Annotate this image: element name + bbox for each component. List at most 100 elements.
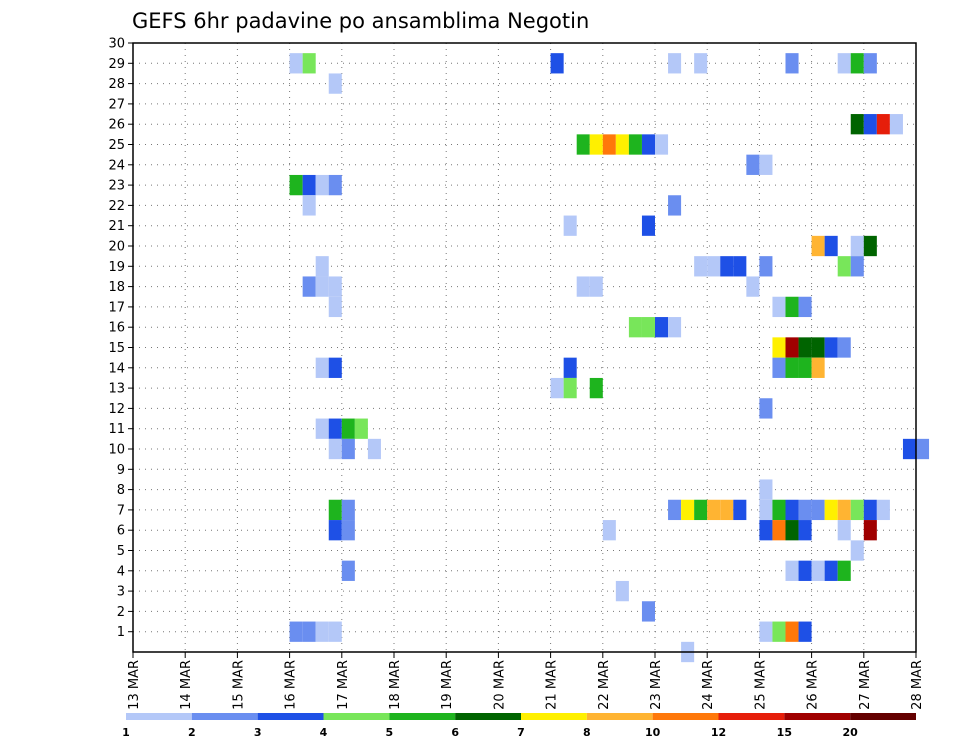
- data-cell: [785, 560, 799, 581]
- data-cell: [315, 418, 329, 439]
- data-cell: [602, 520, 616, 541]
- y-axis: 1234567891011121314151617181920212223242…: [108, 37, 133, 640]
- data-cell: [863, 114, 877, 135]
- data-cell: [354, 418, 368, 439]
- data-cell: [563, 377, 577, 399]
- data-cell: [641, 317, 655, 338]
- colorbar-label: 2: [188, 726, 196, 739]
- data-cell: [641, 215, 655, 236]
- data-cell: [302, 276, 316, 297]
- data-cell: [315, 621, 329, 642]
- y-tick-label: 17: [108, 300, 125, 315]
- data-cell: [837, 53, 851, 74]
- data-cell: [850, 540, 864, 561]
- data-cell: [589, 276, 603, 297]
- data-cell: [720, 499, 734, 521]
- data-cell: [798, 499, 812, 521]
- colorbar: 1 2 3 4 5 6 7 8 10 12 15 20: [122, 713, 916, 739]
- y-tick-label: 5: [117, 544, 125, 559]
- data-cell: [772, 520, 786, 541]
- colorbar-segment: [389, 713, 456, 720]
- colorbar-segment: [455, 713, 521, 720]
- colorbar-label: 20: [843, 726, 859, 739]
- data-cell: [746, 276, 760, 297]
- data-cell: [850, 53, 864, 74]
- x-tick-label: 27 MAR: [858, 660, 873, 710]
- x-tick-label: 26 MAR: [806, 660, 821, 710]
- data-cell: [798, 520, 812, 541]
- data-cell: [863, 499, 877, 521]
- data-cell: [289, 53, 303, 74]
- y-tick-label: 16: [108, 321, 125, 336]
- data-cell: [563, 357, 577, 378]
- data-cell: [811, 337, 825, 358]
- data-cell: [824, 499, 838, 521]
- y-tick-label: 8: [117, 483, 125, 498]
- y-tick-label: 29: [108, 57, 125, 72]
- data-cell: [759, 621, 773, 642]
- data-cell: [668, 317, 682, 338]
- data-cell: [707, 256, 721, 277]
- x-tick-label: 20 MAR: [492, 660, 507, 710]
- colorbar-segment: [521, 713, 587, 720]
- data-cell: [850, 235, 864, 257]
- data-cell: [341, 438, 355, 460]
- x-tick-label: 18 MAR: [388, 660, 403, 710]
- x-tick-label: 13 MAR: [127, 660, 142, 710]
- data-cell: [733, 499, 747, 521]
- data-cell: [850, 499, 864, 521]
- data-cell: [289, 621, 303, 642]
- y-tick-label: 26: [108, 118, 125, 133]
- y-tick-label: 25: [108, 138, 125, 153]
- y-tick-label: 7: [117, 503, 125, 518]
- data-cell: [837, 499, 851, 521]
- data-cell: [798, 296, 812, 318]
- data-cell: [341, 560, 355, 581]
- data-cell: [315, 174, 329, 196]
- colorbar-label: 6: [451, 726, 459, 739]
- x-tick-label: 19 MAR: [440, 660, 455, 710]
- y-tick-label: 6: [117, 524, 125, 539]
- data-cell: [681, 499, 695, 521]
- data-cell: [328, 418, 342, 439]
- data-cell: [876, 114, 890, 135]
- data-cell: [772, 357, 786, 378]
- data-cell: [328, 296, 342, 318]
- colorbar-segment: [586, 713, 653, 720]
- data-cell: [694, 256, 708, 277]
- x-tick-label: 17 MAR: [336, 660, 351, 710]
- data-cell: [785, 296, 799, 318]
- data-cell: [315, 276, 329, 297]
- y-tick-label: 1: [117, 625, 125, 640]
- colorbar-segment: [784, 713, 851, 720]
- data-cell: [615, 580, 629, 602]
- data-cell: [772, 337, 786, 358]
- data-cell: [850, 256, 864, 277]
- x-tick-label: 21 MAR: [545, 660, 560, 710]
- data-cell: [837, 520, 851, 541]
- data-cell: [589, 134, 603, 155]
- data-cell: [772, 499, 786, 521]
- colorbar-label: 3: [254, 726, 262, 739]
- data-cell: [641, 601, 655, 622]
- colorbar-label: 15: [777, 726, 792, 739]
- data-cell: [328, 357, 342, 378]
- x-tick-label: 22 MAR: [597, 660, 612, 710]
- data-cell: [328, 520, 342, 541]
- x-tick-label: 14 MAR: [179, 660, 194, 710]
- y-tick-label: 9: [117, 463, 125, 478]
- colorbar-label: 10: [645, 726, 661, 739]
- y-tick-label: 24: [108, 158, 125, 173]
- x-tick-label: 23 MAR: [649, 660, 664, 710]
- data-cell: [328, 174, 342, 196]
- data-cell: [759, 154, 773, 175]
- data-cell: [824, 337, 838, 358]
- y-tick-label: 18: [108, 280, 125, 295]
- data-cell: [759, 479, 773, 500]
- data-cell: [811, 560, 825, 581]
- data-cell: [302, 174, 316, 196]
- data-cell: [863, 235, 877, 257]
- data-cell: [302, 621, 316, 642]
- data-cell: [628, 317, 642, 338]
